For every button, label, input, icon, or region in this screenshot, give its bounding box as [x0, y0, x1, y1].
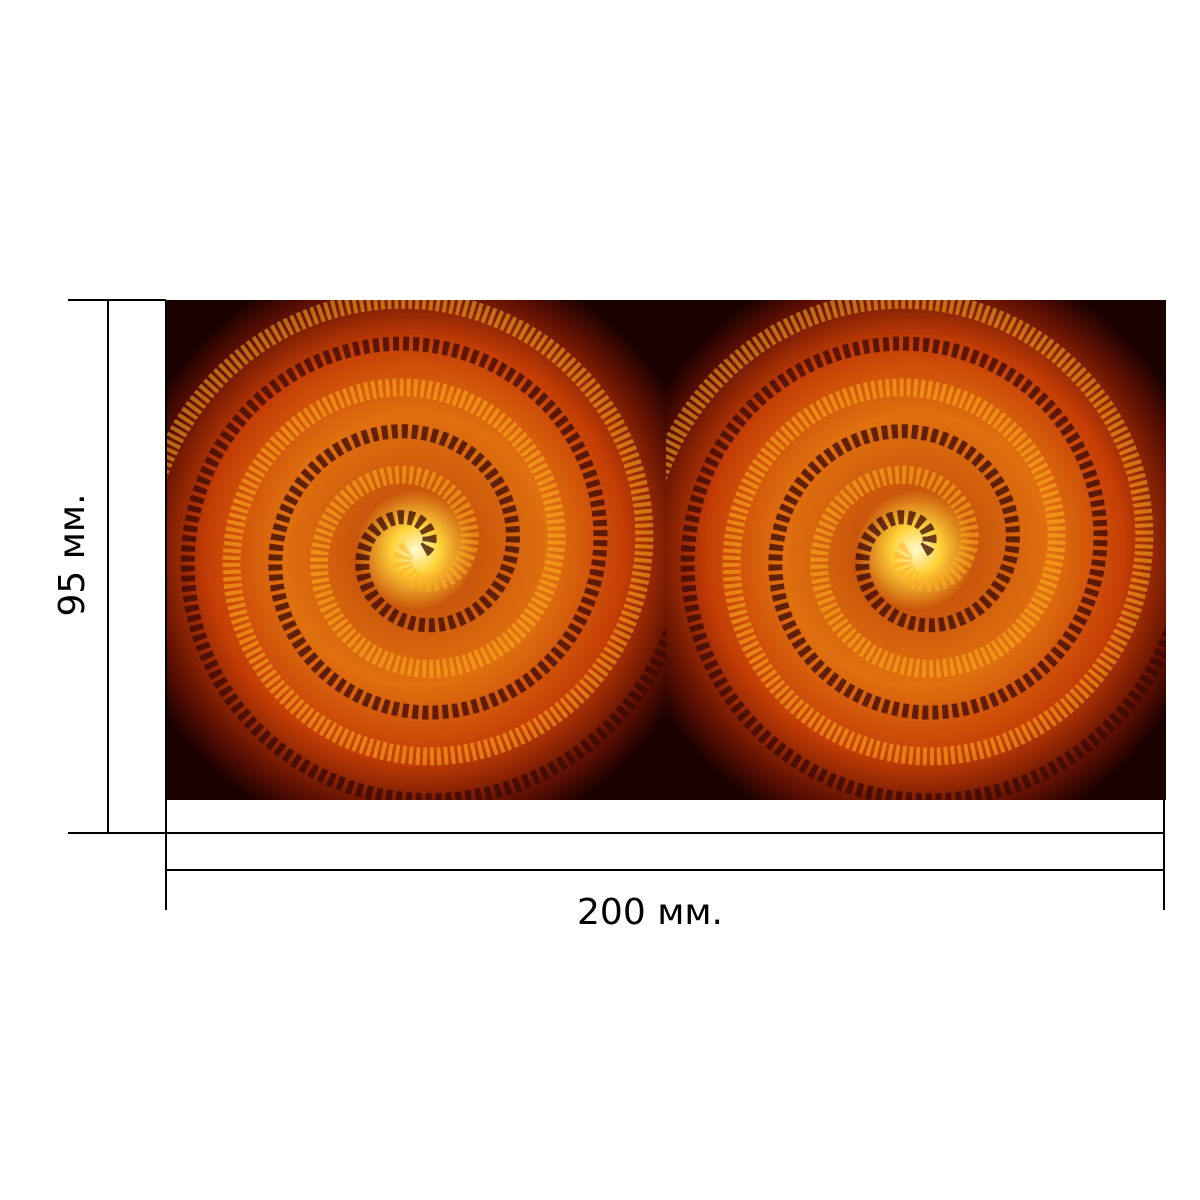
print-image-left [145, 300, 687, 801]
height-dimension: 95 мм. [52, 299, 1164, 834]
print-image-right [645, 300, 1187, 801]
width-dimension: 200 мм. [165, 300, 1165, 933]
height-label: 95 мм. [52, 493, 93, 616]
width-label: 200 мм. [577, 892, 723, 933]
